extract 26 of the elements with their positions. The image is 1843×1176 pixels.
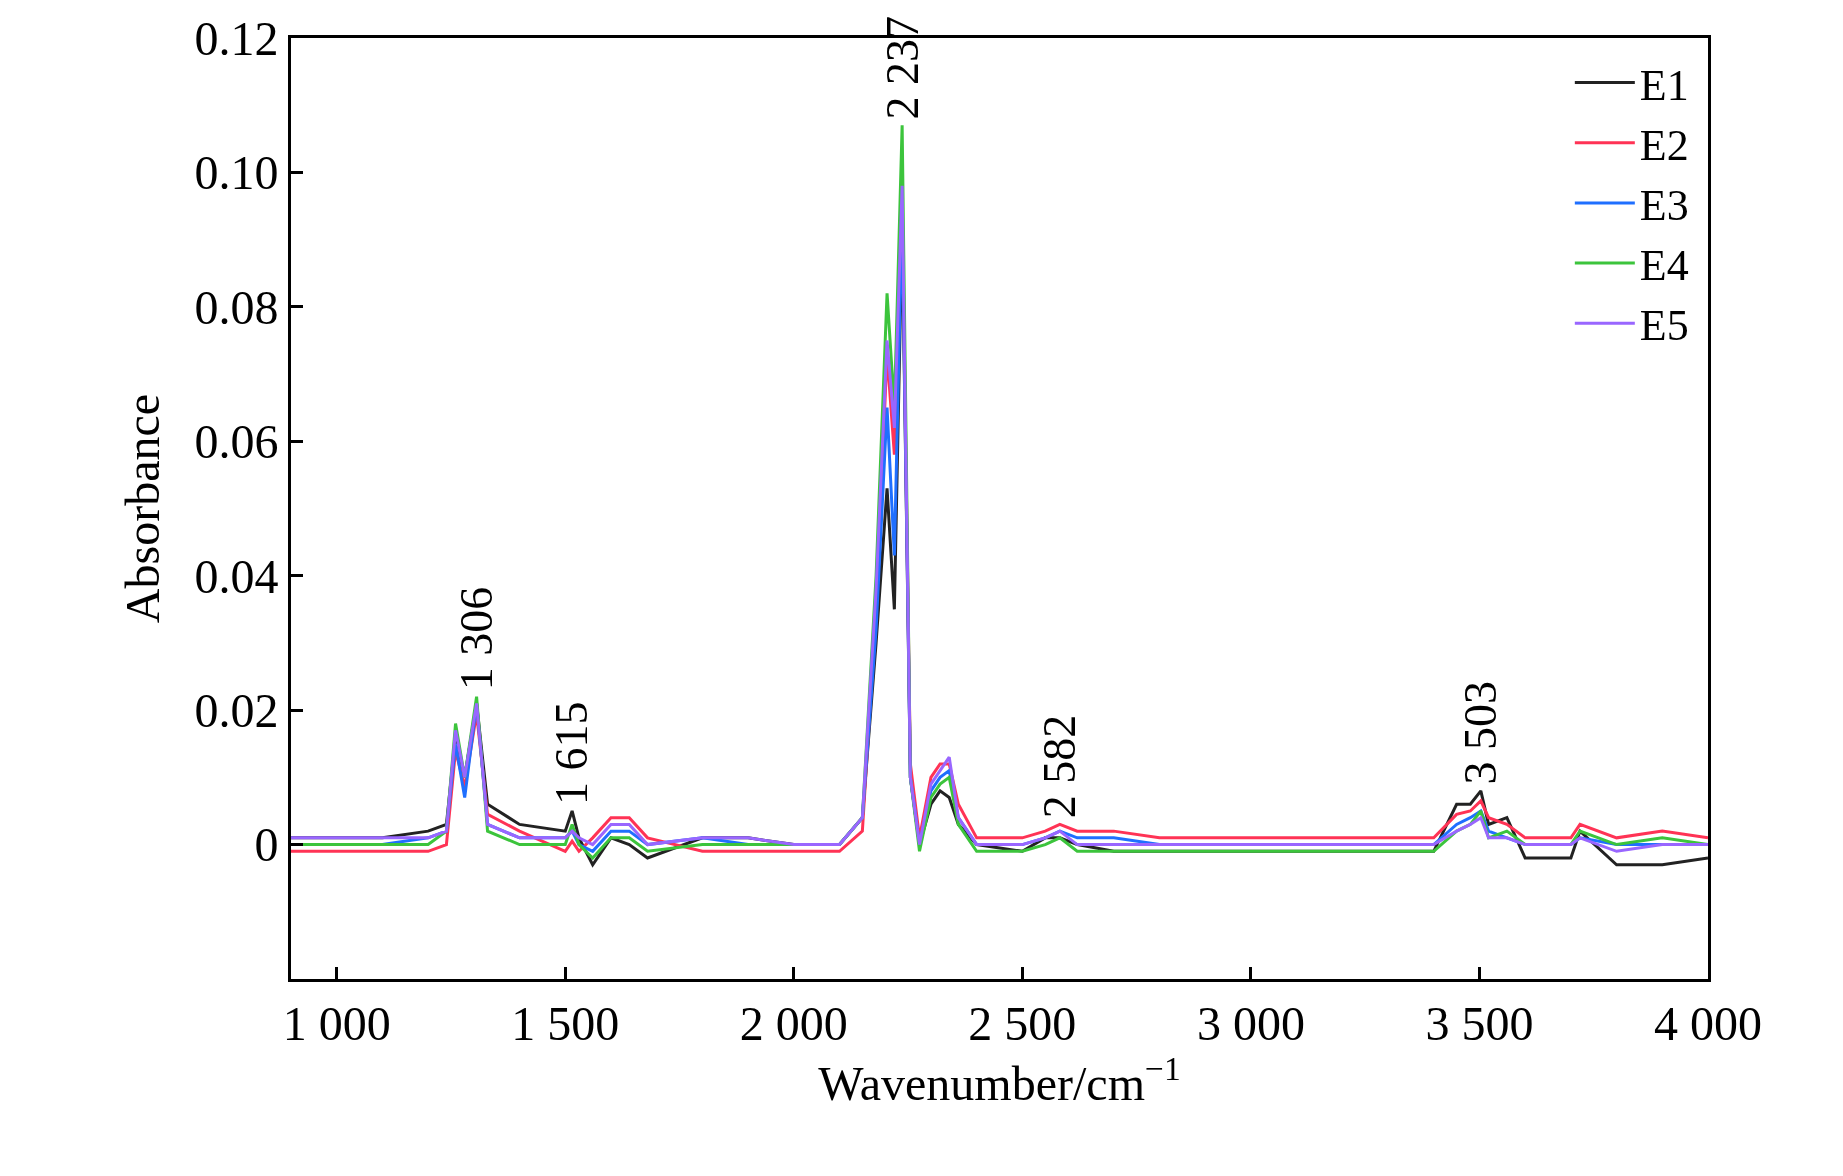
legend-label: E1: [1639, 60, 1689, 110]
annotation: 1 615: [546, 701, 598, 806]
annotation: 2 237: [876, 16, 928, 120]
legend-label: E3: [1639, 181, 1689, 231]
y-tick-label: 0.04: [194, 549, 279, 603]
x-tick-label: 2 000: [739, 996, 848, 1050]
y-tick-label: 0.12: [194, 11, 279, 65]
y-tick-label: 0.06: [194, 415, 279, 469]
x-tick-label: 2 500: [968, 996, 1077, 1050]
legend-label: E4: [1639, 241, 1689, 291]
y-tick-label: 0: [254, 818, 279, 872]
y-tick-label: 0.02: [194, 683, 279, 737]
y-tick-label: 0.10: [194, 146, 279, 200]
y-tick-label: 0.08: [194, 280, 279, 334]
x-tick-label: 1 000: [282, 996, 391, 1050]
legend-label: E5: [1639, 301, 1689, 351]
x-tick-label: 3 000: [1196, 996, 1305, 1050]
legend-label: E2: [1639, 120, 1689, 170]
x-axis-title: Wavenumber/cm$^{−1}$: [818, 1049, 1181, 1110]
x-tick-label: 3 500: [1425, 996, 1534, 1050]
x-tick-label: 1 500: [511, 996, 620, 1050]
annotation: 2 582: [1034, 714, 1086, 819]
y-axis-title: Absorbance: [116, 393, 170, 624]
x-tick-label: 4 000: [1654, 996, 1762, 1050]
annotation: 3 503: [1455, 681, 1507, 785]
annotation: 1 306: [450, 586, 502, 691]
